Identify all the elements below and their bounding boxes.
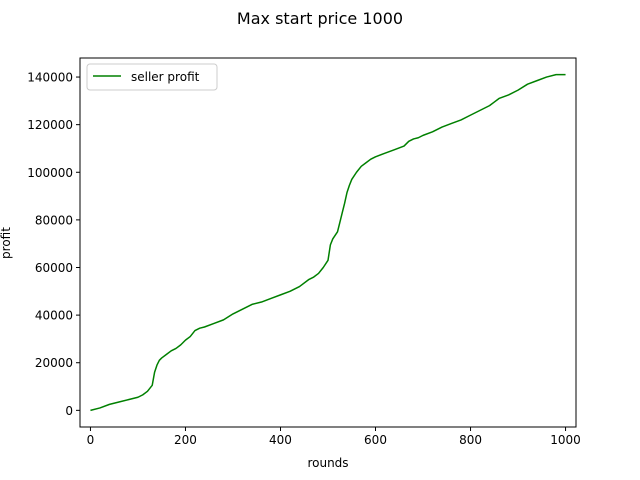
legend-label: seller profit xyxy=(131,70,200,84)
x-tick-label: 600 xyxy=(364,433,387,447)
y-tick-label: 100000 xyxy=(27,166,73,180)
y-tick-label: 0 xyxy=(65,404,73,418)
plot-area xyxy=(80,58,576,427)
y-tick-label: 140000 xyxy=(27,71,73,85)
y-tick-label: 20000 xyxy=(35,356,73,370)
y-tick-label: 40000 xyxy=(35,309,73,323)
series-layer xyxy=(90,73,566,412)
chart-title: Max start price 1000 xyxy=(237,9,403,28)
x-axis: 0 200 400 600 800 1000 xyxy=(87,427,581,447)
x-axis-label: rounds xyxy=(307,456,348,470)
y-tick-label: 60000 xyxy=(35,261,73,275)
x-tick-label: 0 xyxy=(87,433,95,447)
y-tick-label: 80000 xyxy=(35,213,73,227)
y-tick-label: 120000 xyxy=(27,118,73,132)
x-tick-label: 400 xyxy=(269,433,292,447)
legend-box xyxy=(86,63,218,91)
x-tick-label: 800 xyxy=(459,433,482,447)
y-axis: 0 20000 40000 60000 80000 100000 120000 140000 xyxy=(27,71,80,418)
x-tick-label: 200 xyxy=(174,433,197,447)
y-axis-label: profit xyxy=(0,227,13,259)
legend: seller profit xyxy=(86,63,218,91)
plot-frame xyxy=(79,57,577,428)
series-line-seller-profit xyxy=(90,73,566,412)
x-tick-label: 1000 xyxy=(550,433,581,447)
